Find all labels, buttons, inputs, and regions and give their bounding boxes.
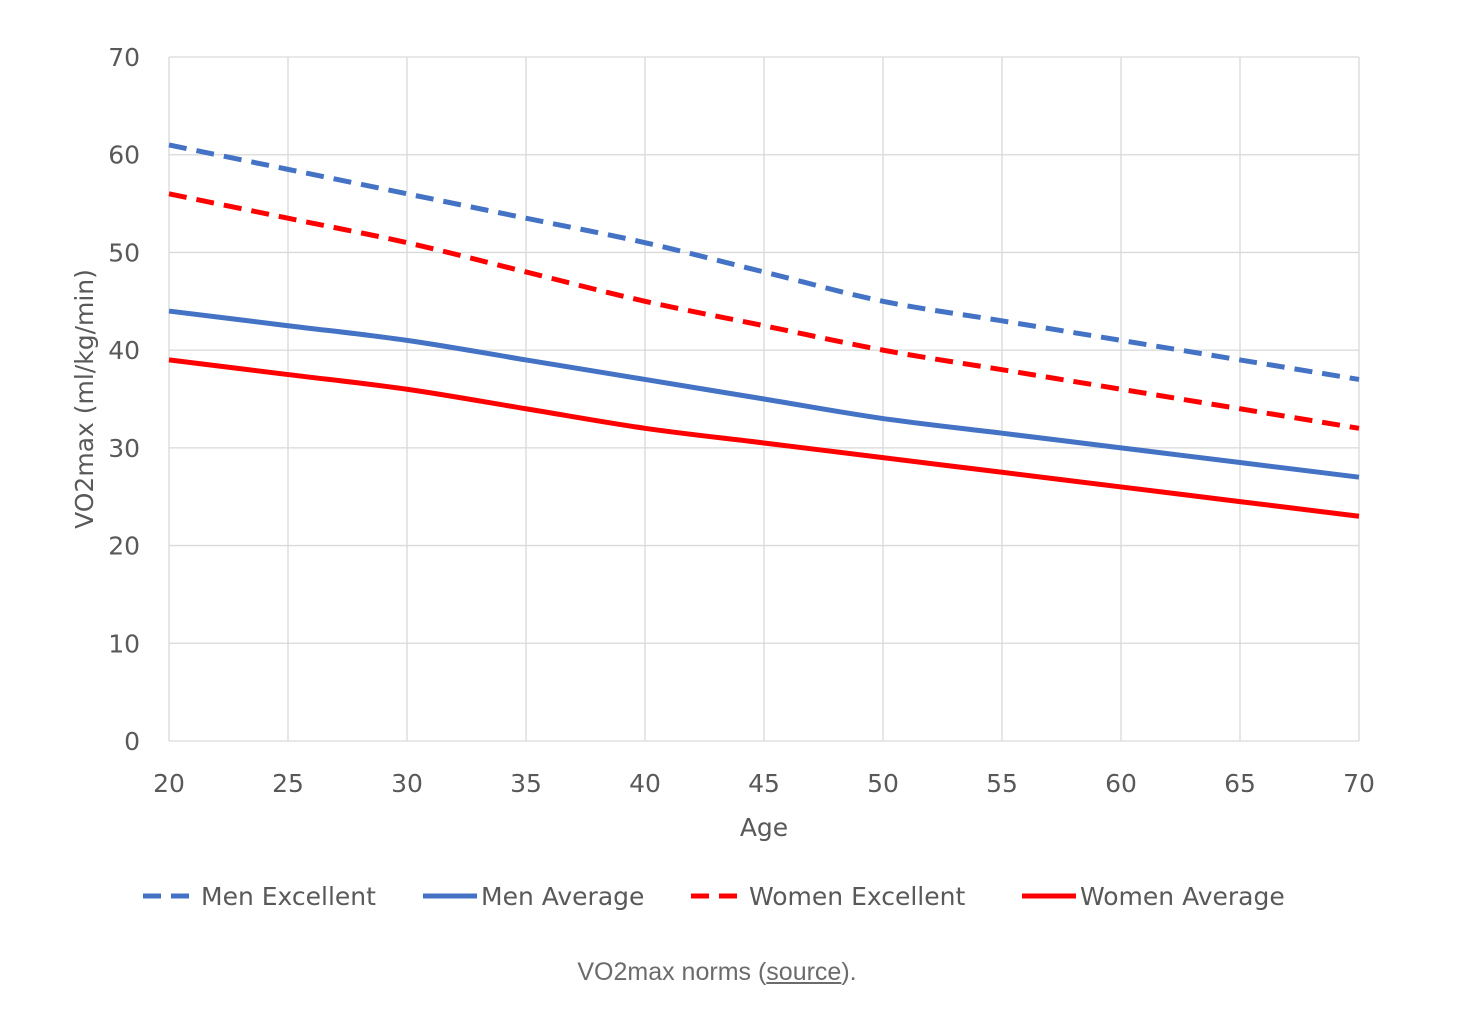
caption-prefix: VO2max norms ( <box>577 958 767 986</box>
source-link[interactable]: source <box>766 958 842 986</box>
x-tick-label: 30 <box>391 769 423 798</box>
legend-label: Men Average <box>481 882 644 911</box>
y-axis-label: VO2max (ml/kg/min) <box>70 269 99 529</box>
x-tick-label: 50 <box>867 769 899 798</box>
y-tick-label: 40 <box>108 336 140 365</box>
x-tick-label: 20 <box>153 769 185 798</box>
y-tick-labels: 0 10 20 30 40 50 60 70 <box>108 43 140 756</box>
series-lines <box>168 142 1360 519</box>
y-tick-label: 10 <box>108 629 140 658</box>
figure-caption: VO2max norms (source). <box>0 958 1434 987</box>
x-tick-label: 55 <box>986 769 1018 798</box>
series-line-women-average <box>168 357 1360 519</box>
x-tick-label: 25 <box>272 769 304 798</box>
x-tick-label: 70 <box>1343 769 1375 798</box>
y-tick-label: 60 <box>108 141 140 170</box>
x-tick-label: 40 <box>629 769 661 798</box>
y-tick-label: 70 <box>108 43 140 72</box>
legend-label: Men Excellent <box>201 882 376 911</box>
x-tick-label: 35 <box>510 769 542 798</box>
x-tick-labels: 20 25 30 35 40 45 50 55 60 65 70 <box>153 769 1375 798</box>
series-line-men-excellent <box>168 142 1360 382</box>
y-tick-label: 50 <box>108 238 140 267</box>
x-tick-label: 60 <box>1105 769 1137 798</box>
legend: Men Excellent Men Average Women Excellent W… <box>143 882 1285 911</box>
legend-label: Women Excellent <box>749 882 965 911</box>
vo2max-chart: 0 10 20 30 40 50 60 70 20 25 30 35 40 45 50 55 60 65 70 A… <box>70 43 1375 911</box>
y-tick-label: 30 <box>108 434 140 463</box>
x-axis-label: Age <box>740 813 788 842</box>
x-tick-label: 65 <box>1224 769 1256 798</box>
caption-suffix: ). <box>841 958 857 986</box>
y-tick-label: 20 <box>108 532 140 561</box>
series-line-women-excellent <box>168 191 1360 431</box>
x-tick-label: 45 <box>748 769 780 798</box>
legend-label: Women Average <box>1080 882 1285 911</box>
y-tick-label: 0 <box>124 727 140 756</box>
series-line-men-average <box>168 308 1360 480</box>
